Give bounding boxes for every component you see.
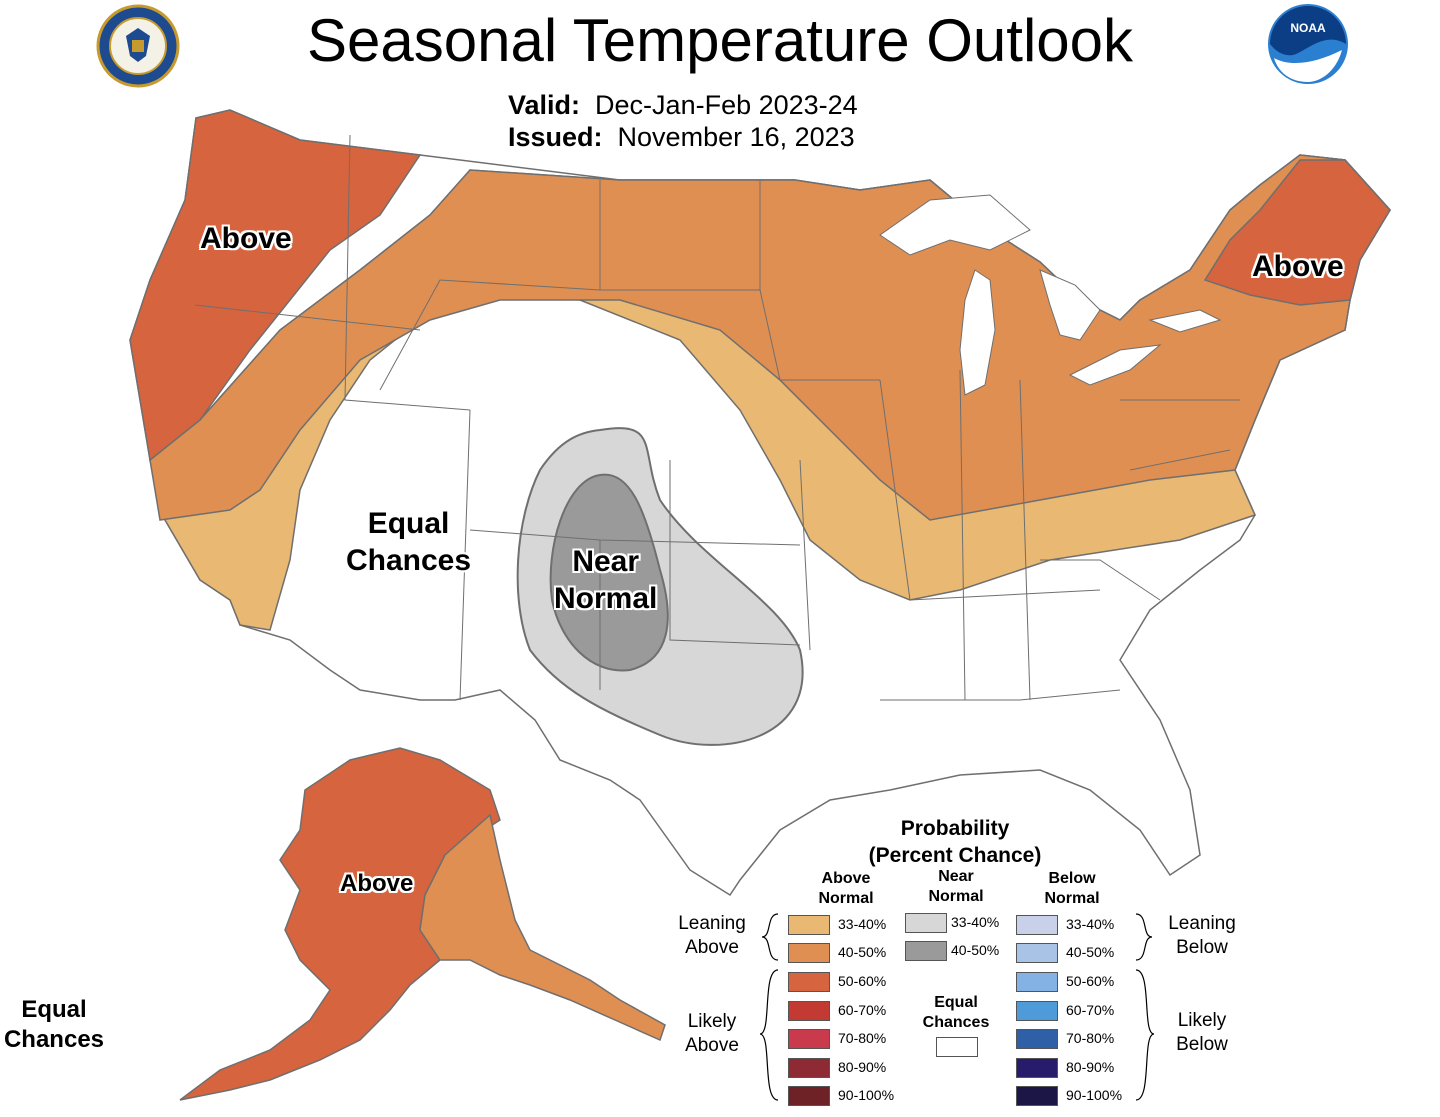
lake-michigan <box>959 269 996 396</box>
below-swatch-label: 70-80% <box>1066 1030 1115 1046</box>
legend-equal-chances: Equal Chances <box>906 993 1006 1033</box>
leaning-above-line2: Above <box>685 937 739 958</box>
lake-ontario <box>1148 309 1222 333</box>
above-swatch <box>788 972 830 992</box>
alaska-equal-chances-line1: Equal <box>21 996 87 1023</box>
issued-value: November 16, 2023 <box>617 122 855 152</box>
valid-period: Valid: Dec-Jan-Feb 2023-24 <box>508 90 858 121</box>
above-swatch <box>788 915 830 935</box>
below-swatch <box>1016 1029 1058 1049</box>
page-title: Seasonal Temperature Outlook <box>306 7 1134 74</box>
above-50-60-northeast <box>1203 159 1391 306</box>
likely-below-line2: Below <box>1176 1034 1228 1055</box>
equal-chances-line2: Chances <box>346 544 472 577</box>
lake-huron <box>1039 269 1101 341</box>
below-swatch <box>1016 1001 1058 1021</box>
below-swatch-label: 40-50% <box>1066 944 1115 960</box>
near-swatch-label: 33-40% <box>951 914 1000 930</box>
state-boundaries <box>194 134 1240 701</box>
alaska-above-40-50 <box>419 813 666 1042</box>
leaning-below-label: Leaning Below <box>1156 912 1248 960</box>
equal-chances-label: Equal Chances <box>346 505 471 579</box>
above-swatch-label: 80-90% <box>838 1059 887 1075</box>
legend-title: Probability (Percent Chance) <box>840 815 1070 869</box>
leaning-below-brace <box>1135 913 1153 961</box>
northeast-above-label: Above <box>1252 250 1344 283</box>
legend-col-above: Above Normal <box>796 869 896 909</box>
lake-superior <box>879 194 1031 256</box>
legend-col-below: Below Normal <box>1022 869 1122 909</box>
alaska-equal-chances-label: Equal Chances <box>0 995 108 1055</box>
above-swatch-label: 33-40% <box>838 916 887 932</box>
likely-above-line1: Likely <box>687 1011 737 1032</box>
likely-above-line2: Above <box>685 1035 739 1056</box>
alaska-equal-chances-line2: Chances <box>3 1026 105 1053</box>
above-swatch <box>788 1086 830 1106</box>
above-swatch-label: 40-50% <box>838 944 887 960</box>
department-of-commerce-seal-icon <box>96 4 180 88</box>
near-normal-line2: Normal <box>554 582 658 615</box>
near-normal-label: Near Normal <box>554 543 657 617</box>
above-swatch-label: 90-100% <box>838 1087 895 1103</box>
below-swatch-label: 60-70% <box>1066 1002 1115 1018</box>
likely-above-brace <box>759 969 779 1101</box>
equal-chances-line1: Equal <box>367 507 450 540</box>
legend-col-above-line1: Above <box>821 870 871 887</box>
lake-erie <box>1068 344 1162 386</box>
likely-below-label: Likely Below <box>1156 1009 1248 1057</box>
legend-col-above-line2: Normal <box>818 890 874 907</box>
valid-label: Valid: <box>508 90 581 120</box>
west-above-label: Above <box>200 222 292 255</box>
above-swatch <box>788 943 830 963</box>
below-swatch <box>1016 1058 1058 1078</box>
likely-above-label: Likely Above <box>666 1010 758 1058</box>
below-swatch-label: 50-60% <box>1066 973 1115 989</box>
above-swatch-label: 70-80% <box>838 1030 887 1046</box>
near-swatch-label: 40-50% <box>951 942 1000 958</box>
leaning-above-line1: Leaning <box>678 913 746 934</box>
below-swatch-label: 33-40% <box>1066 916 1115 932</box>
near-normal-40-50-region <box>549 473 669 672</box>
below-swatch <box>1016 915 1058 935</box>
leaning-below-line1: Leaning <box>1168 913 1236 934</box>
legend-col-near-line1: Near <box>938 868 974 885</box>
legend-title-line2: (Percent Chance) <box>868 844 1042 867</box>
legend-title-line1: Probability <box>900 817 1010 840</box>
legend-col-below-line2: Normal <box>1044 890 1100 907</box>
leaning-above-brace <box>761 913 779 961</box>
legend-equal-chances-line2: Chances <box>922 1014 990 1031</box>
noaa-logo-icon: NOAA <box>1268 4 1348 84</box>
near-swatch <box>905 913 947 933</box>
noaa-logo-text: NOAA <box>1290 21 1326 35</box>
alaska-above-50-60 <box>179 747 501 1101</box>
near-normal-line1: Near <box>572 545 640 578</box>
legend-equal-chances-line1: Equal <box>934 994 978 1011</box>
leaning-above-label: Leaning Above <box>666 912 758 960</box>
below-swatch <box>1016 1086 1058 1106</box>
below-swatch-label: 90-100% <box>1066 1087 1123 1103</box>
valid-value: Dec-Jan-Feb 2023-24 <box>595 90 858 120</box>
legend-col-near: Near Normal <box>906 867 1006 907</box>
issued-date: Issued: November 16, 2023 <box>508 122 855 153</box>
likely-below-line1: Likely <box>1177 1010 1227 1031</box>
issued-label: Issued: <box>508 122 603 152</box>
above-swatch <box>788 1029 830 1049</box>
above-swatch <box>788 1001 830 1021</box>
above-swatch-label: 50-60% <box>838 973 887 989</box>
below-swatch <box>1016 972 1058 992</box>
below-swatch <box>1016 943 1058 963</box>
equal-chances-swatch <box>936 1037 978 1057</box>
alaska-above-label: Above <box>340 870 414 897</box>
below-swatch-label: 80-90% <box>1066 1059 1115 1075</box>
above-swatch <box>788 1058 830 1078</box>
near-swatch <box>905 941 947 961</box>
above-swatch-label: 60-70% <box>838 1002 887 1018</box>
likely-below-brace <box>1135 969 1155 1101</box>
legend-col-below-line1: Below <box>1048 870 1096 887</box>
leaning-below-line2: Below <box>1176 937 1228 958</box>
above-50-60-west <box>129 109 422 462</box>
legend-col-near-line2: Normal <box>928 888 984 905</box>
